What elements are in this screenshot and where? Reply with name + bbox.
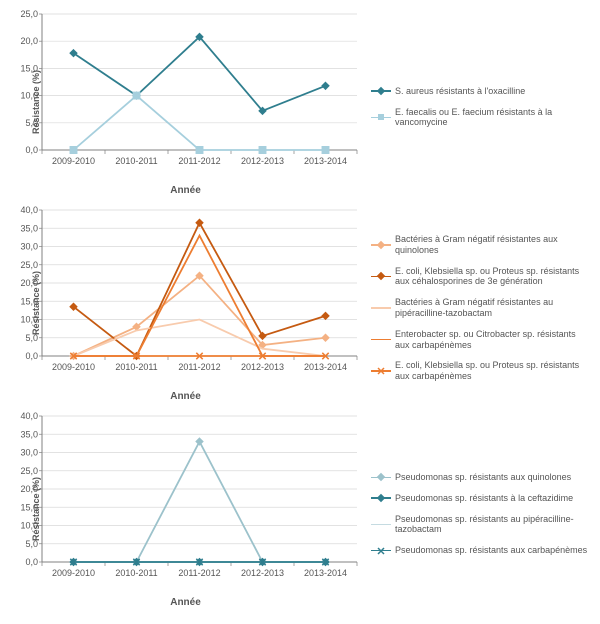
- y-tick-label: 30,0: [20, 448, 38, 458]
- y-tick-label: 40,0: [20, 411, 38, 421]
- legend-marker: [371, 493, 391, 503]
- legend-label: Pseudomonas sp. résistants aux quinolone…: [395, 472, 571, 483]
- legend-marker: [371, 366, 391, 376]
- legend-label: Pseudomonas sp. résistants à la ceftazid…: [395, 493, 573, 504]
- legend-item: Pseudomonas sp. résistants aux quinolone…: [371, 472, 592, 483]
- x-tick-label: 2012-2013: [241, 156, 284, 166]
- legend-marker: [371, 112, 391, 122]
- legend-marker: [371, 271, 391, 281]
- chart-panel: Résistance (%) 0,05,010,015,020,025,0200…: [8, 8, 592, 196]
- y-axis-label: Résistance (%): [31, 271, 41, 335]
- series-marker: [259, 147, 265, 153]
- y-tick-label: 25,0: [20, 9, 38, 19]
- x-tick-label: 2011-2012: [178, 362, 220, 372]
- chart-panel: Résistance (%) 0,05,010,015,020,025,030,…: [8, 204, 592, 402]
- legend-marker: [371, 472, 391, 482]
- legend-item: Pseudomonas sp. résistants au pipéracill…: [371, 514, 592, 536]
- series-marker: [322, 335, 328, 341]
- x-axis-label: Année: [8, 391, 363, 402]
- series-line: [74, 276, 326, 356]
- x-tick-label: 2012-2013: [241, 568, 284, 578]
- y-axis-label: Résistance (%): [31, 477, 41, 541]
- series-marker: [322, 83, 328, 89]
- series-line: [74, 37, 326, 111]
- legend-label: E. coli, Klebsiella sp. ou Proteus sp. r…: [395, 360, 592, 382]
- y-tick-label: 0,0: [25, 557, 38, 567]
- y-tick-label: 30,0: [20, 242, 38, 252]
- legend-item: E. faecalis ou E. faecium résistants à l…: [371, 107, 592, 129]
- x-tick-label: 2013-2014: [304, 568, 347, 578]
- chart-svg: 0,05,010,015,020,025,030,035,040,02009-2…: [8, 410, 363, 590]
- legend: Bactéries à Gram négatif résistantes aux…: [363, 204, 592, 402]
- legend-item: Pseudomonas sp. résistants à la ceftazid…: [371, 493, 592, 504]
- x-tick-label: 2009-2010: [52, 156, 95, 166]
- legend-item: E. coli, Klebsiella sp. ou Proteus sp. r…: [371, 266, 592, 288]
- legend-marker: [371, 519, 391, 529]
- legend-label: E. faecalis ou E. faecium résistants à l…: [395, 107, 592, 129]
- y-tick-label: 0,0: [25, 145, 38, 155]
- legend-label: Pseudomonas sp. résistants au pipéracill…: [395, 514, 592, 536]
- legend-item: Enterobacter sp. ou Citrobacter sp. rési…: [371, 329, 592, 351]
- x-tick-label: 2010-2011: [115, 362, 157, 372]
- legend-label: S. aureus résistants à l'oxacilline: [395, 86, 525, 97]
- legend-marker: [371, 546, 391, 556]
- x-tick-label: 2010-2011: [115, 156, 157, 166]
- series-marker: [196, 438, 202, 444]
- series-marker: [70, 147, 76, 153]
- legend-label: Bactéries à Gram négatif résistantes aux…: [395, 234, 592, 256]
- x-axis-label: Année: [8, 185, 363, 196]
- legend-item: Pseudomonas sp. résistants aux carbapénè…: [371, 545, 592, 556]
- chart-panel: Résistance (%) 0,05,010,015,020,025,030,…: [8, 410, 592, 608]
- legend-label: Pseudomonas sp. résistants aux carbapénè…: [395, 545, 587, 556]
- legend-marker: [371, 303, 391, 313]
- y-tick-label: 40,0: [20, 205, 38, 215]
- y-tick-label: 25,0: [20, 260, 38, 270]
- legend-label: E. coli, Klebsiella sp. ou Proteus sp. r…: [395, 266, 592, 288]
- legend-item: E. coli, Klebsiella sp. ou Proteus sp. r…: [371, 360, 592, 382]
- legend-marker: [371, 335, 391, 345]
- series-line: [74, 223, 326, 356]
- x-tick-label: 2013-2014: [304, 362, 347, 372]
- series-marker: [322, 147, 328, 153]
- y-axis-label: Résistance (%): [31, 70, 41, 134]
- x-tick-label: 2009-2010: [52, 362, 95, 372]
- x-tick-label: 2012-2013: [241, 362, 284, 372]
- legend: S. aureus résistants à l'oxacilline E. f…: [363, 8, 592, 196]
- chart-svg: 0,05,010,015,020,025,030,035,040,02009-2…: [8, 204, 363, 384]
- legend-item: Bactéries à Gram négatif résistantes au …: [371, 297, 592, 319]
- x-tick-label: 2009-2010: [52, 568, 95, 578]
- x-tick-label: 2011-2012: [178, 568, 220, 578]
- chart-svg: 0,05,010,015,020,025,02009-20102010-2011…: [8, 8, 363, 178]
- legend-marker: [371, 240, 391, 250]
- y-tick-label: 35,0: [20, 223, 38, 233]
- legend-item: Bactéries à Gram négatif résistantes aux…: [371, 234, 592, 256]
- legend-item: S. aureus résistants à l'oxacilline: [371, 86, 592, 97]
- y-tick-label: 20,0: [20, 36, 38, 46]
- x-tick-label: 2011-2012: [178, 156, 220, 166]
- x-axis-label: Année: [8, 597, 363, 608]
- y-tick-label: 25,0: [20, 466, 38, 476]
- series-marker: [133, 92, 139, 98]
- x-tick-label: 2010-2011: [115, 568, 157, 578]
- y-tick-label: 0,0: [25, 351, 38, 361]
- y-tick-label: 35,0: [20, 429, 38, 439]
- legend: Pseudomonas sp. résistants aux quinolone…: [363, 410, 592, 608]
- legend-marker: [371, 86, 391, 96]
- series-marker: [196, 147, 202, 153]
- x-tick-label: 2013-2014: [304, 156, 347, 166]
- series-marker: [322, 313, 328, 319]
- legend-label: Enterobacter sp. ou Citrobacter sp. rési…: [395, 329, 592, 351]
- legend-label: Bactéries à Gram négatif résistantes au …: [395, 297, 592, 319]
